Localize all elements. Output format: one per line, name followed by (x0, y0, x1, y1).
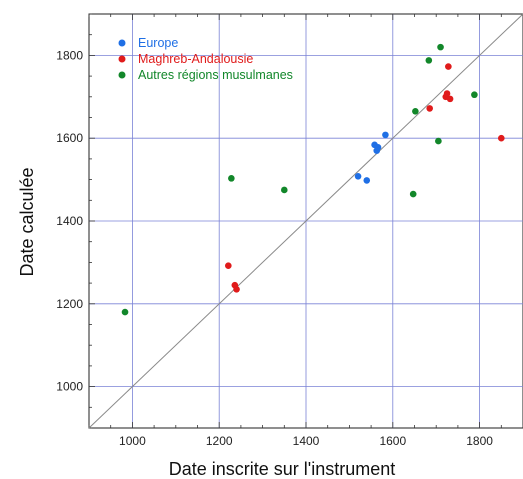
data-point-series1-7 (446, 95, 454, 103)
legend-marker-2 (118, 71, 126, 79)
y-tick-label-1200: 1200 (56, 297, 83, 311)
x-axis-title: Date inscrite sur l'instrument (169, 459, 396, 479)
data-point-series2-1 (228, 175, 235, 182)
data-point-series0-1 (363, 177, 371, 184)
data-points (121, 43, 505, 316)
data-point-series1-2 (233, 286, 240, 293)
grid (89, 14, 523, 428)
x-tick-label-1400: 1400 (293, 434, 320, 448)
data-point-series0-0 (354, 172, 362, 180)
data-point-series1-6 (445, 63, 452, 70)
y-axis-title: Date calculée (17, 167, 37, 276)
y-tick-label-1800: 1800 (56, 48, 83, 62)
data-point-series2-8 (471, 91, 478, 99)
data-point-series2-6 (435, 137, 442, 145)
data-point-series2-3 (409, 190, 417, 198)
reference-line-y-equals-x (88, 13, 523, 429)
legend-marker-1 (118, 55, 126, 63)
legend-label-0: Europe (138, 36, 178, 50)
data-point-series1-3 (426, 105, 433, 112)
data-point-series1-0 (225, 262, 232, 270)
x-tick-label-1000: 1000 (119, 434, 146, 448)
data-point-series2-4 (412, 107, 419, 115)
legend-label-1: Maghreb-Andalousie (138, 52, 253, 66)
y-tick-label-1600: 1600 (56, 131, 83, 145)
y-tick-labels: 1000 1200 1400 1600 1800 (56, 48, 83, 393)
data-point-series2-7 (437, 43, 444, 51)
data-point-series1-8 (498, 134, 505, 142)
y-tick-label-1400: 1400 (56, 214, 83, 228)
data-point-series2-5 (425, 57, 433, 64)
data-point-series0-5 (382, 131, 389, 139)
y-tick-label-1000: 1000 (56, 380, 83, 394)
data-point-series0-4 (374, 144, 382, 151)
legend: Europe Maghreb-Andalousie Autres régions m… (118, 36, 293, 82)
data-point-series1-5 (443, 90, 451, 97)
legend-marker-0 (118, 39, 126, 47)
data-point-series2-2 (281, 186, 288, 194)
x-tick-label-1600: 1600 (379, 434, 406, 448)
x-tick-label-1800: 1800 (466, 434, 493, 448)
axis-ticks (88, 13, 523, 429)
x-tick-label-1200: 1200 (206, 434, 233, 448)
legend-label-2: Autres régions musulmanes (138, 68, 293, 82)
x-tick-labels: 1000 1200 1400 1600 1800 (119, 434, 493, 448)
data-point-series2-0 (121, 308, 129, 316)
